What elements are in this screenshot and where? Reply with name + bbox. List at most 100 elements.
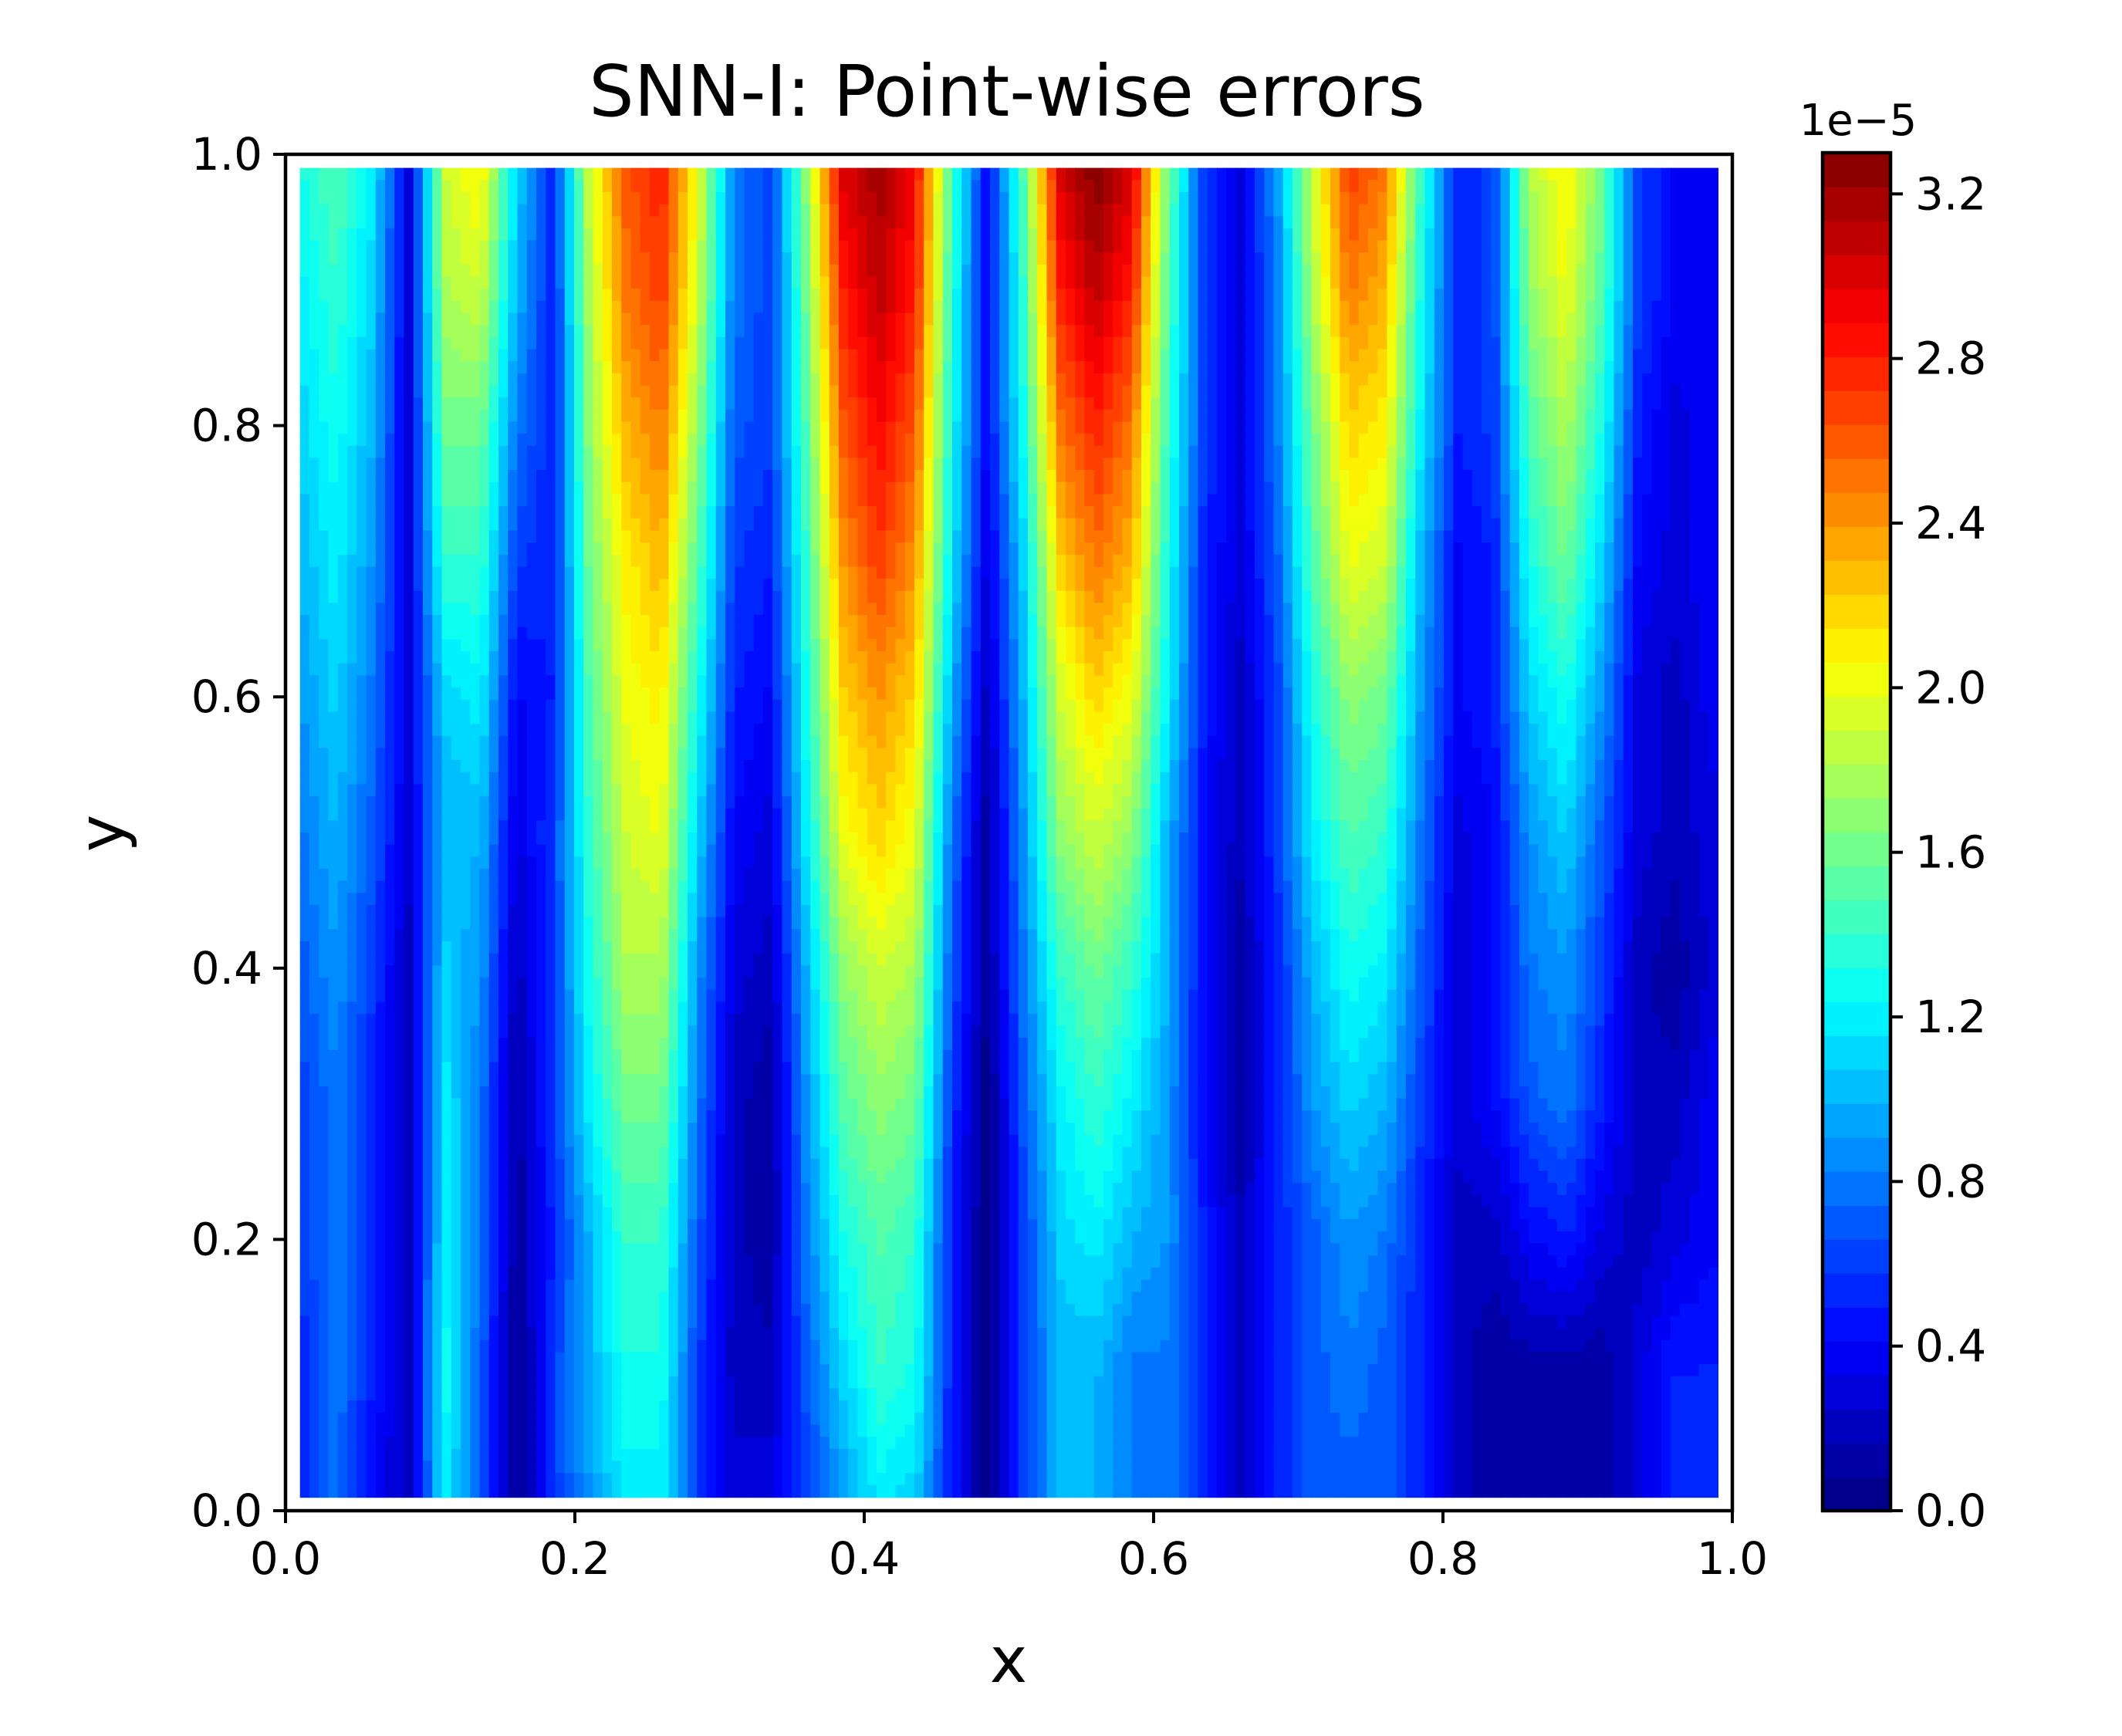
heatmap-cell	[999, 530, 1010, 543]
heatmap-cell	[650, 494, 661, 507]
heatmap-cell	[488, 481, 499, 495]
heatmap-cell	[1340, 506, 1350, 519]
heatmap-cell	[498, 228, 509, 241]
heatmap-cell	[1207, 276, 1218, 289]
heatmap-cell	[829, 397, 840, 410]
heatmap-cell	[1273, 470, 1284, 483]
heatmap-cell	[1075, 276, 1086, 289]
heatmap-cell	[1529, 312, 1539, 326]
heatmap-cell	[574, 397, 585, 410]
heatmap-cell	[971, 167, 982, 181]
heatmap-cell	[630, 216, 641, 229]
heatmap-cell	[829, 434, 840, 447]
heatmap-cell	[621, 289, 632, 302]
heatmap-cell	[1680, 289, 1691, 302]
heatmap-cell	[1037, 312, 1048, 326]
heatmap-cell	[744, 264, 755, 278]
heatmap-cell	[980, 252, 991, 265]
heatmap-cell	[1698, 458, 1709, 471]
heatmap-cell	[1462, 300, 1473, 314]
heatmap-cell	[1623, 421, 1634, 434]
heatmap-cell	[1661, 361, 1671, 374]
heatmap-cell	[668, 566, 679, 579]
heatmap-cell	[1689, 336, 1700, 350]
heatmap-cell	[366, 240, 377, 254]
heatmap-cell	[1075, 434, 1086, 447]
heatmap-cell	[933, 530, 944, 543]
heatmap-cell	[1018, 240, 1029, 254]
heatmap-cell	[668, 373, 679, 387]
heatmap-cell	[621, 349, 632, 362]
heatmap-cell	[1651, 434, 1662, 447]
heatmap-cell	[1604, 252, 1615, 265]
heatmap-cell	[1509, 167, 1520, 181]
heatmap-cell	[1131, 445, 1142, 459]
heatmap-cell	[877, 518, 887, 532]
heatmap-cell	[735, 325, 745, 338]
heatmap-cell	[980, 167, 991, 181]
heatmap-cell	[688, 325, 698, 338]
heatmap-cell	[753, 300, 764, 314]
heatmap-cell	[1018, 421, 1029, 434]
heatmap-cell	[1160, 385, 1171, 398]
heatmap-cell	[1642, 216, 1653, 229]
heatmap-cell	[819, 494, 830, 507]
heatmap-cell	[479, 191, 490, 205]
heatmap-cell	[583, 566, 594, 579]
heatmap-cell	[791, 458, 802, 471]
heatmap-cell	[640, 481, 650, 495]
heatmap-cell	[1169, 458, 1180, 471]
heatmap-cell	[1529, 167, 1539, 181]
heatmap-cell	[772, 385, 783, 398]
heatmap-cell	[1633, 361, 1644, 374]
heatmap-cell	[914, 518, 925, 532]
heatmap-cell	[1415, 204, 1426, 218]
heatmap-cell	[1320, 252, 1331, 265]
heatmap-cell	[990, 458, 1001, 471]
heatmap-cell	[1377, 300, 1388, 314]
heatmap-cell	[1680, 361, 1691, 374]
heatmap-cell	[924, 264, 934, 278]
heatmap-cell	[1444, 216, 1455, 229]
heatmap-cell	[1472, 542, 1482, 556]
heatmap-cell	[857, 252, 868, 265]
heatmap-cell	[1292, 325, 1303, 338]
heatmap-cell	[602, 518, 613, 532]
heatmap-cell	[328, 312, 339, 326]
heatmap-cell	[1651, 325, 1662, 338]
heatmap-cell	[479, 276, 490, 289]
heatmap-cell	[394, 252, 405, 265]
heatmap-cell	[725, 506, 736, 519]
heatmap-cell	[829, 252, 840, 265]
heatmap-cell	[375, 325, 386, 338]
heatmap-cell	[517, 518, 528, 532]
heatmap-cell	[677, 312, 688, 326]
heatmap-cell	[375, 445, 386, 459]
heatmap-cell	[564, 264, 575, 278]
heatmap-cell	[1084, 325, 1095, 338]
heatmap-cell	[1245, 470, 1255, 483]
heatmap-cell	[782, 421, 792, 434]
heatmap-cell	[1557, 289, 1568, 302]
heatmap-cell	[791, 204, 802, 218]
heatmap-cell	[1084, 458, 1095, 471]
heatmap-cell	[602, 481, 613, 495]
heatmap-cell	[347, 542, 358, 556]
heatmap-cell	[602, 530, 613, 543]
heatmap-cell	[1131, 191, 1142, 205]
heatmap-cell	[432, 409, 443, 423]
heatmap-cell	[952, 385, 963, 398]
heatmap-cell	[517, 204, 528, 218]
heatmap-cell	[1491, 264, 1502, 278]
heatmap-cell	[1141, 264, 1152, 278]
heatmap-cell	[1585, 167, 1596, 181]
heatmap-cell	[904, 397, 915, 410]
heatmap-cell	[1169, 300, 1180, 314]
heatmap-cell	[1377, 289, 1388, 302]
heatmap-cell	[564, 434, 575, 447]
heatmap-cell	[574, 300, 585, 314]
heatmap-cell	[1273, 542, 1284, 556]
heatmap-cell	[555, 421, 566, 434]
heatmap-cell	[1009, 470, 1019, 483]
heatmap-cell	[1651, 481, 1662, 495]
